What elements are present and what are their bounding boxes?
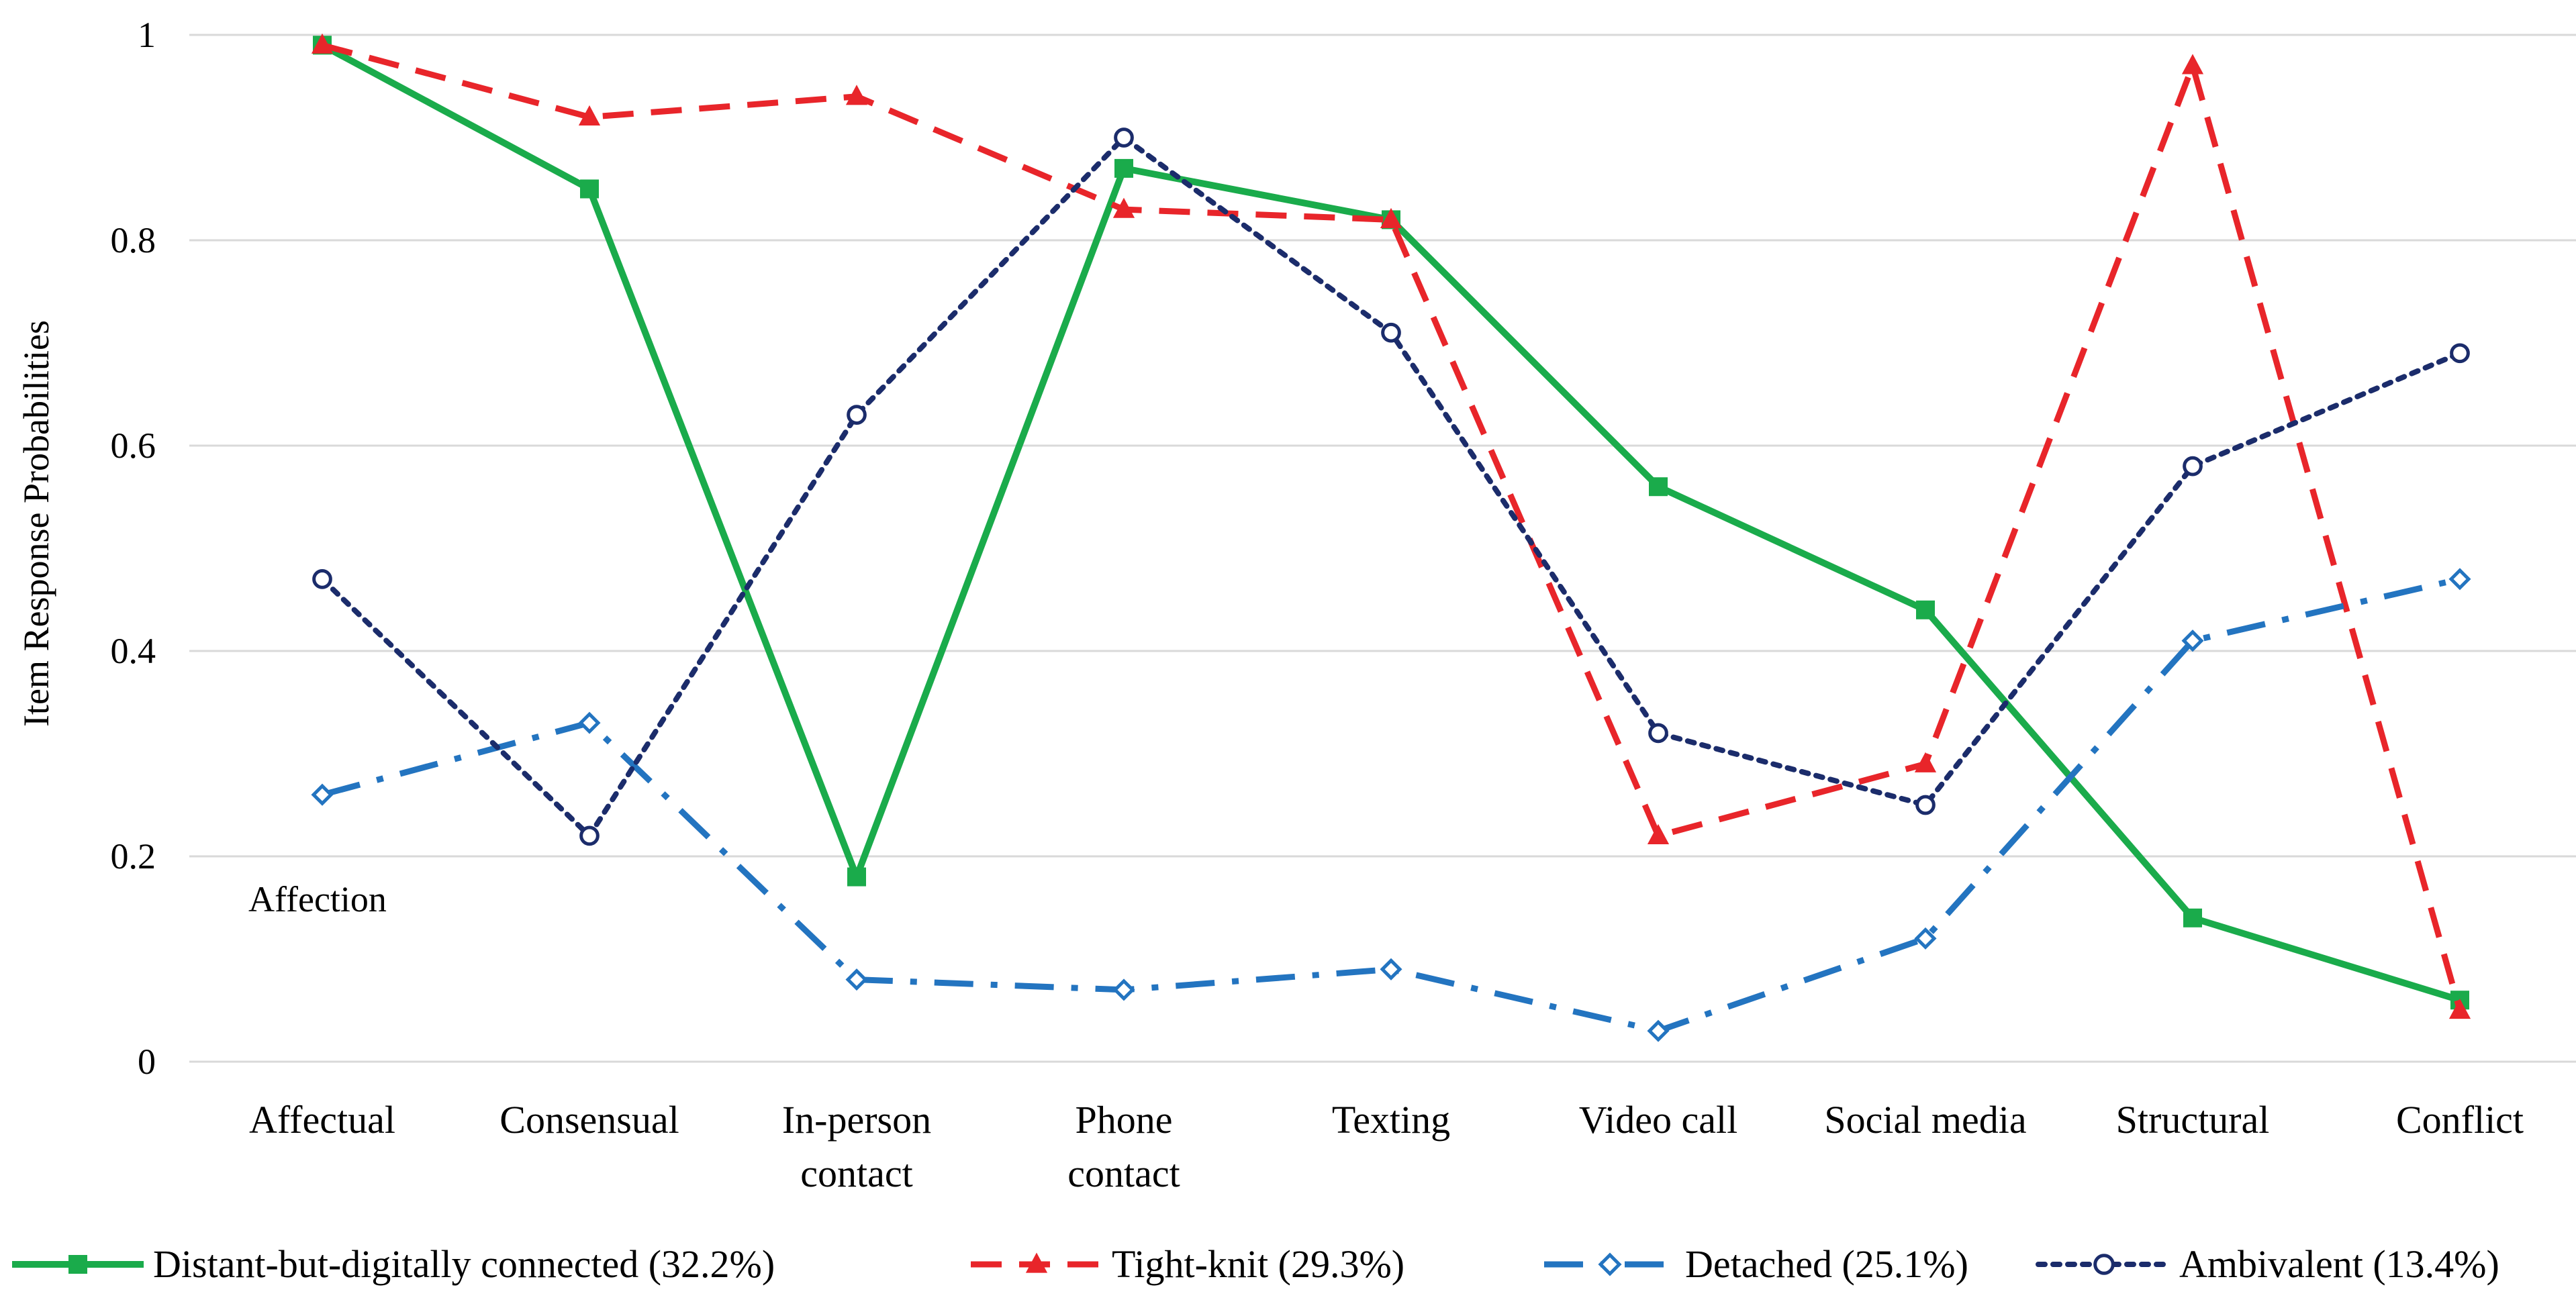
x-category-label: In-person [782, 1098, 931, 1142]
data-point-diamond [1598, 1252, 1622, 1276]
legend-entry: Tight-knit (29.3%) [971, 1242, 1404, 1286]
legend-label: Detached (25.1%) [1685, 1242, 1968, 1286]
data-point-square [1114, 158, 1133, 178]
legend: Distant-but-digitally connected (32.2%) T… [12, 1242, 2499, 1286]
x-category-label: contact [1067, 1152, 1180, 1195]
x-category-label: Phone [1076, 1098, 1173, 1142]
series [311, 568, 2471, 1042]
data-point-triangle [311, 33, 334, 54]
data-point-circle [2183, 456, 2203, 476]
y-tick-label: 0 [138, 1042, 156, 1082]
data-point-triangle [1025, 1252, 1048, 1273]
legend-label: Distant-but-digitally connected (32.2%) [153, 1242, 775, 1286]
data-point-triangle [1647, 823, 1670, 844]
data-point-square [847, 867, 866, 887]
y-tick-label: 0.2 [111, 836, 156, 876]
data-point-triangle [845, 85, 868, 105]
x-category-label: Social media [1824, 1098, 2026, 1142]
data-point-diamond [1380, 958, 1402, 980]
series-line [321, 42, 2463, 1011]
data-point-square [2183, 908, 2202, 927]
x-category-label: Texting [1332, 1098, 1450, 1142]
y-axis-ticks: 0 0.2 0.4 0.6 0.8 1 [111, 15, 156, 1082]
gridlines [189, 34, 2576, 1063]
data-point-diamond [1112, 978, 1135, 1001]
data-point-diamond [2181, 629, 2204, 652]
data-point-circle [579, 825, 600, 846]
data-point-square [1916, 600, 1935, 619]
data-point-circle [1381, 322, 1401, 343]
data-point-triangle [2181, 54, 2204, 74]
data-point-circle [2093, 1254, 2115, 1275]
series [311, 33, 2471, 1019]
data-point-circle [847, 405, 867, 425]
y-tick-label: 0.6 [111, 425, 156, 466]
data-point-circle [2450, 343, 2470, 364]
data-point-square [68, 1255, 87, 1274]
legend-label: Ambivalent (13.4%) [2179, 1242, 2499, 1286]
x-axis-categories: Affectual Consensual In-person contact Phone… [249, 1098, 2524, 1195]
legend-entry: Distant-but-digitally connected (32.2%) [12, 1242, 775, 1286]
data-point-diamond [845, 968, 868, 991]
data-point-diamond [2448, 568, 2471, 591]
affection-annotation: Affection [248, 879, 387, 919]
data-point-circle [1915, 795, 1936, 815]
data-point-diamond [311, 783, 334, 806]
y-tick-label: 0.4 [111, 631, 156, 671]
data-point-triangle [578, 105, 601, 125]
y-axis-label: Item Response Probabilities [16, 320, 56, 727]
x-category-label: Affectual [249, 1098, 395, 1142]
data-point-diamond [1914, 927, 1937, 950]
y-tick-label: 1 [138, 15, 156, 55]
legend-label: Tight-knit (29.3%) [1112, 1242, 1404, 1286]
data-point-triangle [1914, 752, 1937, 772]
x-category-label: Conflict [2396, 1098, 2524, 1142]
x-category-label: Video call [1579, 1098, 1737, 1142]
data-point-triangle [1380, 207, 1402, 228]
y-tick-label: 0.8 [111, 220, 156, 260]
data-point-circle [1114, 128, 1134, 148]
series-line [320, 135, 2463, 839]
data-point-triangle [2448, 999, 2471, 1019]
x-category-label: Structural [2116, 1098, 2270, 1142]
x-category-label: contact [800, 1152, 912, 1195]
data-point-circle [1648, 723, 1668, 744]
series-lines [311, 33, 2471, 1042]
legend-entry: Ambivalent (13.4%) [2036, 1242, 2499, 1286]
data-point-square [580, 179, 599, 199]
data-point-triangle [1112, 197, 1135, 218]
data-point-diamond [1647, 1019, 1670, 1042]
data-point-diamond [578, 711, 601, 734]
x-category-label: Consensual [499, 1098, 679, 1142]
legend-entry: Detached (25.1%) [1544, 1242, 1968, 1286]
data-point-square [1649, 477, 1668, 497]
data-point-circle [312, 569, 332, 589]
series [312, 128, 2470, 846]
